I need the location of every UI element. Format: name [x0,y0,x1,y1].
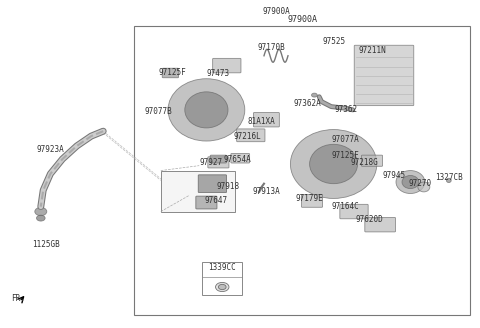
Text: 97179E: 97179E [296,194,324,203]
FancyBboxPatch shape [208,157,229,168]
Text: 97918: 97918 [216,182,240,192]
Ellipse shape [216,282,229,292]
Text: 1339CC: 1339CC [208,263,236,272]
FancyBboxPatch shape [196,196,217,209]
Ellipse shape [185,92,228,128]
Text: 97077A: 97077A [332,135,360,144]
FancyBboxPatch shape [231,154,250,163]
Ellipse shape [418,182,430,192]
FancyBboxPatch shape [162,68,179,78]
Text: 97211N: 97211N [358,46,386,55]
Text: 97270: 97270 [408,179,432,188]
Text: 1327CB: 1327CB [435,173,463,182]
Ellipse shape [290,130,377,198]
Text: 97900A: 97900A [288,15,317,24]
Ellipse shape [35,208,47,216]
Ellipse shape [446,178,451,182]
Text: 81A1XA: 81A1XA [248,117,276,126]
FancyBboxPatch shape [340,204,368,219]
FancyBboxPatch shape [253,113,279,127]
Text: 97620D: 97620D [356,215,384,224]
Text: 97654A: 97654A [224,154,252,164]
Text: 97647: 97647 [204,195,228,205]
FancyBboxPatch shape [301,195,323,207]
FancyBboxPatch shape [361,155,383,166]
FancyBboxPatch shape [198,175,227,193]
Ellipse shape [396,171,425,194]
Ellipse shape [218,284,226,290]
Bar [134,26,470,315]
Text: 1125GB: 1125GB [32,240,60,249]
Text: 97945: 97945 [382,171,405,180]
FancyBboxPatch shape [210,155,227,163]
Text: 97900A: 97900A [262,7,290,16]
Text: 97362A: 97362A [293,99,321,108]
Text: 97473: 97473 [207,69,230,78]
FancyBboxPatch shape [354,45,414,106]
Text: FR.: FR. [12,294,25,303]
Ellipse shape [36,215,45,221]
Text: 97525: 97525 [322,36,345,46]
Text: 97216L: 97216L [233,132,261,141]
FancyBboxPatch shape [213,58,241,73]
Text: 97362: 97362 [334,105,357,114]
Ellipse shape [402,175,419,189]
FancyBboxPatch shape [365,217,396,232]
Text: 97125F: 97125F [332,151,360,160]
Text: 97913A: 97913A [252,187,280,196]
Text: 97170B: 97170B [257,43,285,52]
Text: 97077B: 97077B [144,107,172,116]
Text: 97164C: 97164C [332,202,360,211]
Text: 97923A: 97923A [36,145,64,154]
Text: 97927: 97927 [200,158,223,167]
Bar [161,171,235,212]
FancyBboxPatch shape [237,129,265,142]
Bar [202,262,242,295]
Ellipse shape [312,93,317,97]
Ellipse shape [310,144,358,184]
Text: 97218G: 97218G [351,158,379,167]
Ellipse shape [168,79,245,141]
Text: 97125F: 97125F [159,68,187,77]
